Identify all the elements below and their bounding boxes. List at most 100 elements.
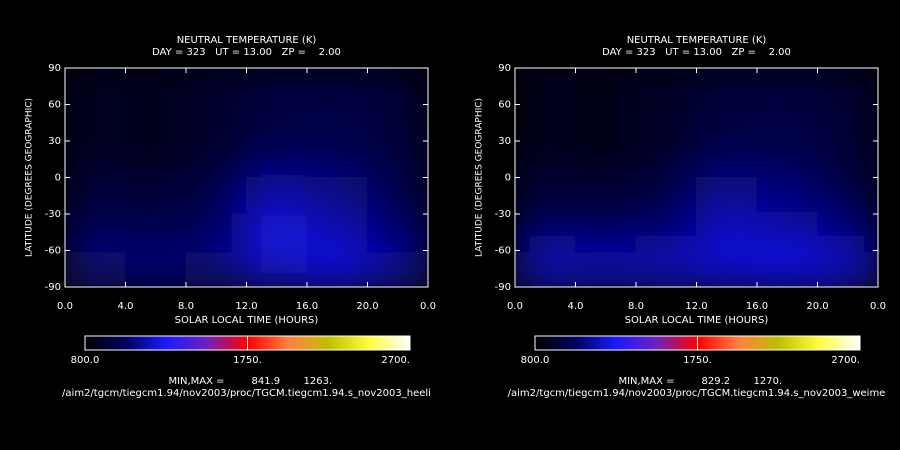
y-tick-label: -90 <box>495 282 511 293</box>
heatmap-cell <box>575 68 637 105</box>
x-tick-label: 0.0 <box>57 301 73 312</box>
y-tick-label: 30 <box>498 136 511 147</box>
y-tick-label: 60 <box>498 100 511 111</box>
heatmap-cell <box>635 250 697 287</box>
heatmap-cell <box>185 250 247 287</box>
y-axis-label: LATITUDE (DEGREES GEOGRAPHIC) <box>25 98 35 257</box>
heatmap-cell <box>575 140 637 178</box>
heatmap-cell <box>185 104 247 142</box>
colorbar-label: 800.0 <box>71 355 100 366</box>
x-axis-label: SOLAR LOCAL TIME (HOURS) <box>625 315 769 326</box>
heatmap-cell <box>817 213 878 251</box>
y-tick-label: 90 <box>48 63 61 74</box>
y-tick-label: 0 <box>55 173 61 184</box>
x-tick-label: 4.0 <box>568 301 584 312</box>
heatmap-cell <box>306 177 368 215</box>
x-tick-label: 0.0 <box>507 301 523 312</box>
heatmap-cell <box>635 68 697 105</box>
heatmap-cell <box>575 213 637 251</box>
minmax-value: 1263. <box>304 376 333 387</box>
heatmap-cell <box>575 250 637 287</box>
chart-title: NEUTRAL TEMPERATURE (K) <box>177 35 317 46</box>
x-tick-label: 16.0 <box>296 301 318 312</box>
colorbar-label: 2700. <box>831 355 860 366</box>
x-tick-label: 0.0 <box>420 301 436 312</box>
heatmap-cell <box>246 140 308 178</box>
x-tick-label: 12.0 <box>235 301 257 312</box>
heatmap-cell <box>756 177 818 215</box>
chart-subtitle: DAY = 323 UT = 13.00 ZP = 2.00 <box>602 47 791 58</box>
heatmap-cells <box>515 68 878 287</box>
minmax-label: MIN,MAX = <box>618 376 674 387</box>
heatmap-cell <box>817 68 878 105</box>
heatmap-cell <box>367 104 428 142</box>
minmax-value: 841.9 <box>252 376 281 387</box>
heatmap-cell <box>246 177 308 215</box>
heatmap-cell <box>515 68 576 105</box>
x-axis-label: SOLAR LOCAL TIME (HOURS) <box>175 315 319 326</box>
heatmap-cell <box>65 250 126 287</box>
x-tick-label: 8.0 <box>178 301 194 312</box>
heatmap <box>65 68 428 287</box>
heatmap-cell <box>125 177 187 215</box>
heatmap-cell <box>125 104 187 142</box>
heatmap-cell <box>696 104 758 142</box>
heatmap-cell <box>635 140 697 178</box>
heatmap-cell <box>65 68 126 105</box>
heatmap-cell <box>756 140 818 178</box>
heatmap-cell <box>367 177 428 215</box>
y-tick-label: 60 <box>48 100 61 111</box>
y-tick-label: -60 <box>45 246 61 257</box>
y-tick-label: 0 <box>505 173 511 184</box>
heatmap-cell <box>185 213 247 251</box>
heatmap-cell <box>65 140 126 178</box>
heatmap-cell <box>125 250 187 287</box>
heatmap-cell <box>696 140 758 178</box>
heatmap-cell <box>367 68 428 105</box>
heatmap-cell <box>246 213 308 251</box>
x-tick-label: 20.0 <box>806 301 828 312</box>
heatmap-cell <box>817 177 878 215</box>
y-tick-label: -60 <box>495 246 511 257</box>
y-axis-label: LATITUDE (DEGREES GEOGRAPHIC) <box>475 98 485 257</box>
heatmap-cell <box>515 104 576 142</box>
heatmap-cell <box>635 104 697 142</box>
heatmap-cell <box>515 177 576 215</box>
heatmap-cell <box>696 68 758 105</box>
heatmap-cell <box>696 177 758 215</box>
source-path: /aim2/tgcm/tiegcm1.94/nov2003/proc/TGCM.… <box>508 388 886 399</box>
y-tick-label: -30 <box>45 209 61 220</box>
heatmap-cell <box>306 140 368 178</box>
colorbar-label: 1750. <box>233 355 262 366</box>
heatmap-cell <box>696 250 758 287</box>
heatmap-cell <box>635 177 697 215</box>
x-tick-label: 8.0 <box>628 301 644 312</box>
chart-subtitle: DAY = 323 UT = 13.00 ZP = 2.00 <box>152 47 341 58</box>
source-path: /aim2/tgcm/tiegcm1.94/nov2003/proc/TGCM.… <box>62 388 431 399</box>
heatmap-cell <box>756 68 818 105</box>
colorbar-label: 800.0 <box>521 355 550 366</box>
colorbar-label: 2700. <box>381 355 410 366</box>
y-tick-label: -90 <box>45 282 61 293</box>
y-tick-label: 90 <box>498 63 511 74</box>
heatmap-cell <box>246 104 308 142</box>
heatmap-cell <box>817 104 878 142</box>
heatmap-cell <box>185 140 247 178</box>
minmax-value: 1270. <box>754 376 783 387</box>
heatmap-cell <box>817 140 878 178</box>
heatmap-cell <box>515 250 576 287</box>
heatmap <box>515 68 878 287</box>
heatmap-cell <box>125 68 187 105</box>
minmax-label: MIN,MAX = <box>168 376 224 387</box>
heatmap-cell <box>125 213 187 251</box>
heatmap-cell <box>575 104 637 142</box>
y-tick-label: -30 <box>495 209 511 220</box>
heatmap-cell <box>575 177 637 215</box>
colorbar-label: 1750. <box>683 355 712 366</box>
x-tick-label: 16.0 <box>746 301 768 312</box>
heatmap-cell <box>246 250 308 287</box>
heatmap-cell <box>306 250 368 287</box>
heatmap-cell <box>756 250 818 287</box>
heatmap-cell <box>756 104 818 142</box>
